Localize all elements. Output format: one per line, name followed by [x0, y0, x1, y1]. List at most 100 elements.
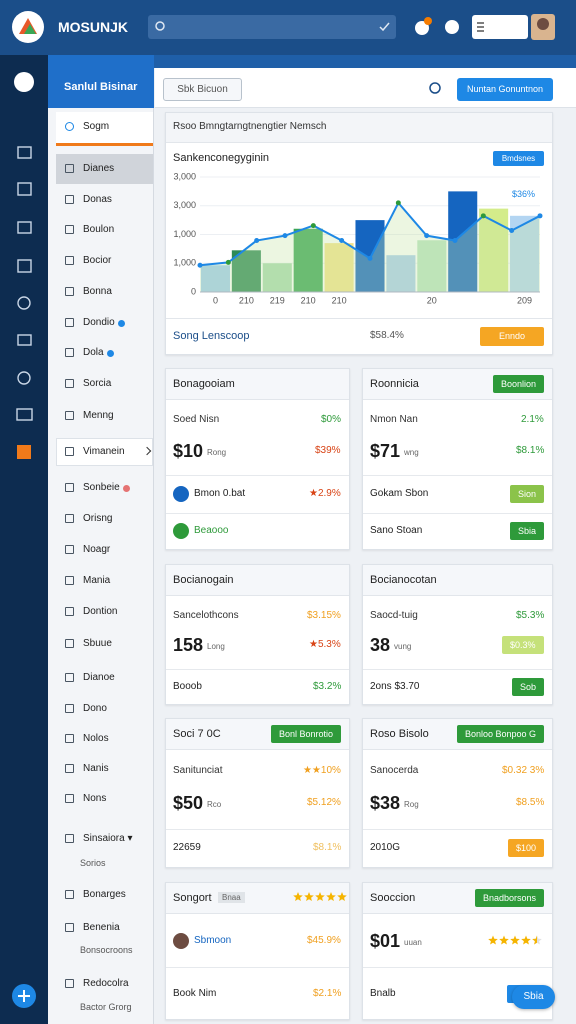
row-label: Sancelothcons: [173, 609, 239, 621]
button[interactable]: Sion: [510, 484, 545, 503]
row-label: 2ons $3.70: [370, 680, 420, 692]
row-value: $5.3%: [516, 609, 545, 621]
button[interactable]: Sbia: [510, 522, 545, 541]
sidebar-icon: [65, 122, 74, 131]
big-value: $50: [173, 793, 204, 814]
button[interactable]: Bnadborsons: [475, 889, 545, 907]
button[interactable]: Bonloo Bonpoo G: [457, 725, 545, 743]
row-value: $8.5%: [516, 797, 545, 809]
row-label: Saocd-tuig: [370, 609, 418, 621]
row-value: $3.2%: [313, 680, 342, 692]
sidebar-item[interactable]: Bonna: [83, 286, 112, 297]
card-header: [166, 565, 349, 596]
toolbar-button[interactable]: Sbk Bicuon: [163, 78, 242, 101]
badge: Bmdsnes: [493, 151, 544, 166]
chart-title: Sankenconegyginin: [173, 152, 270, 164]
sidebar-icon: [65, 379, 74, 388]
sidebar-expanded-bg: [56, 438, 153, 466]
sidebar-item[interactable]: Vimanein: [83, 446, 125, 457]
card-header: [363, 369, 552, 400]
sidebar-item[interactable]: Nolos: [83, 733, 109, 744]
sidebar-item[interactable]: Bonarges: [83, 889, 126, 900]
sidebar-item[interactable]: Sinsaiora ▾: [83, 833, 133, 844]
card-tag: Bnaa: [218, 892, 245, 903]
sidebar-icon: [65, 514, 74, 523]
sidebar-icon: [65, 979, 74, 988]
card-title: Bocianogain: [173, 574, 234, 586]
sidebar-icon: [65, 318, 74, 327]
sidebar-item[interactable]: Bonsocroons: [80, 945, 133, 955]
sidebar-item[interactable]: Nons: [83, 793, 107, 804]
button[interactable]: Sob: [512, 677, 545, 696]
big-value: $38: [370, 793, 401, 814]
card-title: Bocianocotan: [370, 574, 437, 586]
sidebar-dot: [123, 485, 130, 492]
sidebar-item[interactable]: Sogm: [83, 121, 110, 132]
row-divider: [363, 512, 552, 514]
sidebar-item[interactable]: Benenia: [83, 922, 120, 933]
sidebar-item[interactable]: Bactor Grorg: [80, 1002, 132, 1012]
sidebar-icon: [65, 287, 74, 296]
sidebar-item[interactable]: Dianoe: [83, 672, 115, 683]
sidebar-item[interactable]: Mania: [83, 575, 111, 586]
floating-button[interactable]: Sbia: [512, 985, 555, 1009]
row-value: $0.32 3%: [502, 765, 545, 777]
card-title: Songort: [173, 892, 212, 904]
big-unit: Rco: [207, 800, 222, 810]
sidebar-item[interactable]: Dianes: [83, 163, 115, 174]
sidebar-icon: [65, 225, 74, 234]
big-unit: Long: [207, 642, 225, 652]
sidebar-item[interactable]: Sorios: [80, 858, 106, 868]
button[interactable]: $0.3%: [502, 636, 544, 655]
primary-button[interactable]: Nuntan Gonuntnon: [457, 78, 553, 101]
sidebar-icon: [65, 734, 74, 743]
sidebar-icon: [65, 447, 74, 456]
card-heading: Rsoo Bmngtarngtnengtier Nemsch: [173, 121, 327, 132]
sidebar-item[interactable]: Bocior: [83, 255, 112, 266]
big-unit: Rog: [404, 800, 419, 810]
row-label: Beaooo: [194, 525, 229, 537]
sidebar-item[interactable]: Sbuue: [83, 638, 112, 649]
sidebar-icon: [65, 607, 74, 616]
row-icon: [173, 523, 189, 540]
row-label: Sanocerda: [370, 765, 419, 777]
sidebar-item[interactable]: Dondio: [83, 317, 115, 328]
row-label: Nmon Nan: [370, 414, 418, 426]
sidebar-selected-bg: [56, 154, 153, 184]
sidebar-item[interactable]: Noagr: [83, 544, 111, 555]
card-title: Roonnicia: [370, 378, 419, 390]
big-value: 158: [173, 635, 204, 656]
row-value: $39%: [315, 445, 341, 456]
sidebar-icon: [65, 639, 74, 648]
row-label: Gokam Sbon: [370, 487, 429, 499]
sidebar-icon: [65, 348, 74, 357]
row-label: Sano Stoan: [370, 525, 423, 537]
card-header: [166, 369, 349, 400]
row-label: Bnalb: [370, 987, 396, 999]
row-value: $0%: [321, 414, 342, 426]
sidebar-item[interactable]: Boulon: [83, 224, 115, 235]
search-placeholder: Bmennes: [172, 20, 219, 32]
sidebar-item[interactable]: Menng: [83, 410, 114, 421]
button[interactable]: $100: [508, 839, 545, 858]
sidebar-item[interactable]: Dono: [83, 703, 107, 714]
sidebar-title: Sanlul Bisinar: [64, 81, 138, 93]
row-value: $2.1%: [313, 987, 342, 999]
sidebar-item[interactable]: Sorcia: [83, 378, 112, 389]
row-value: $8.1%: [516, 445, 545, 456]
sidebar-item[interactable]: Redocolra: [83, 978, 129, 989]
user-button[interactable]: Socio: [486, 21, 512, 32]
sidebar-item[interactable]: Dontion: [83, 606, 118, 617]
sidebar-item[interactable]: Dola: [83, 347, 104, 358]
button[interactable]: Boonlion: [493, 375, 545, 393]
sidebar-icon: [65, 256, 74, 265]
button[interactable]: Bonl Bonrotio: [271, 725, 342, 743]
sidebar-icon: [65, 411, 74, 420]
sidebar-item[interactable]: Orisng: [83, 513, 113, 524]
footer-button[interactable]: Enndo: [480, 327, 544, 346]
sidebar-icon: [65, 890, 74, 899]
sidebar-item[interactable]: Sonbeie: [83, 482, 120, 493]
sidebar-icon: [65, 673, 74, 682]
sidebar-item[interactable]: Nanis: [83, 763, 109, 774]
sidebar-item[interactable]: Donas: [83, 194, 112, 205]
